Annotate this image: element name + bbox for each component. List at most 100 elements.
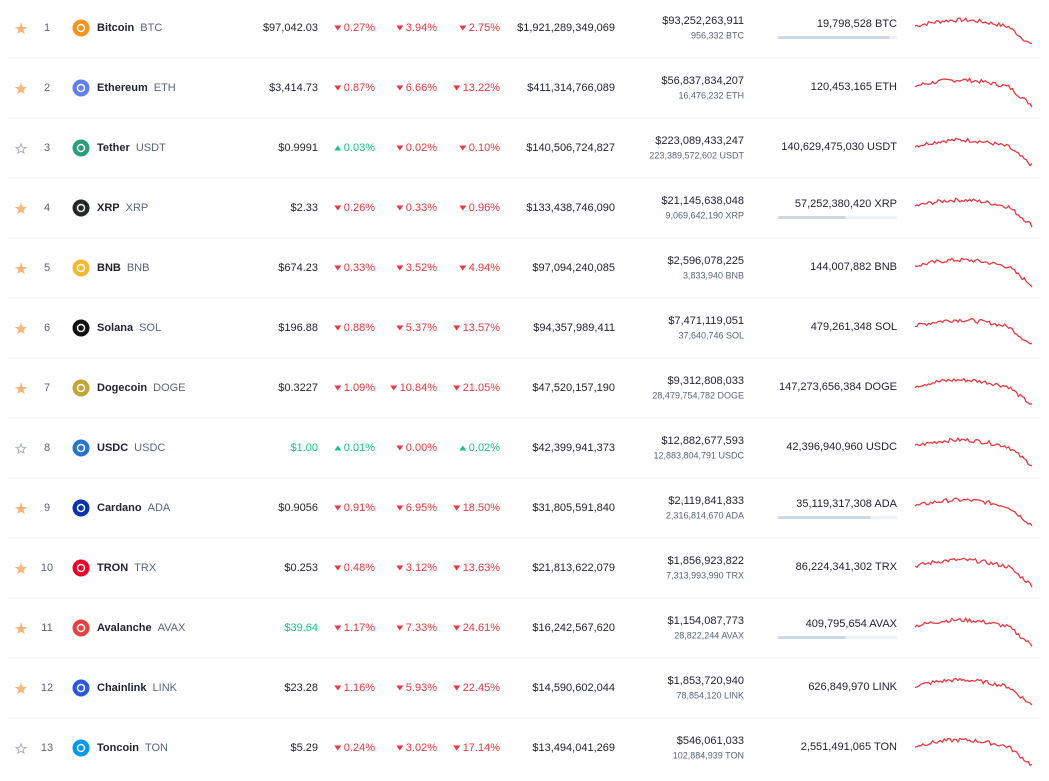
volume: $12,882,677,593 bbox=[661, 435, 744, 447]
coin-name[interactable]: BNB bbox=[97, 262, 121, 274]
market-cap: $14,590,602,044 bbox=[532, 682, 615, 694]
percent-change: 5.37% bbox=[406, 322, 437, 334]
arrow-down bbox=[453, 385, 461, 391]
arrow-down bbox=[396, 685, 404, 691]
watchlist-star[interactable] bbox=[14, 442, 28, 455]
coin-icon-glyph bbox=[76, 323, 86, 333]
arrow-down bbox=[334, 205, 342, 211]
market-cap: $47,520,157,190 bbox=[532, 382, 615, 394]
coin-name[interactable]: XRP bbox=[97, 202, 120, 214]
arrow-down bbox=[334, 505, 342, 511]
coin-symbol: BTC bbox=[140, 22, 162, 34]
market-cap: $411,314,766,089 bbox=[527, 82, 615, 94]
coin-name[interactable]: Tether bbox=[97, 142, 131, 154]
volume-coin: 9,069,642,190 XRP bbox=[665, 210, 744, 220]
volume: $21,145,638,048 bbox=[661, 195, 744, 207]
coin-name[interactable]: Avalanche bbox=[97, 622, 152, 634]
price: $2.33 bbox=[290, 202, 318, 214]
coin-name[interactable]: Bitcoin bbox=[97, 22, 135, 34]
circulating-supply: 140,629,475,030 USDT bbox=[781, 141, 897, 153]
percent-change: 5.93% bbox=[406, 682, 437, 694]
coin-name[interactable]: Cardano bbox=[97, 502, 142, 514]
circulating-supply: 35,119,317,308 ADA bbox=[796, 498, 897, 510]
arrow-down bbox=[396, 265, 404, 271]
volume-coin: 12,883,804,791 USDC bbox=[653, 450, 744, 460]
rank: 2 bbox=[44, 82, 50, 94]
volume-coin: 956,332 BTC bbox=[691, 30, 745, 40]
arrow-down bbox=[334, 85, 342, 91]
volume: $1,853,720,940 bbox=[668, 675, 744, 687]
percent-change: 13.22% bbox=[463, 82, 501, 94]
circulating-supply: 42,396,940,960 USDC bbox=[786, 441, 897, 453]
coin-name[interactable]: Chainlink bbox=[97, 682, 147, 694]
rank: 1 bbox=[44, 22, 50, 34]
coin-icon bbox=[72, 559, 90, 577]
coin-icon-glyph bbox=[76, 623, 86, 633]
watchlist-star[interactable] bbox=[14, 682, 28, 695]
watchlist-star[interactable] bbox=[14, 202, 28, 215]
rank: 10 bbox=[41, 562, 53, 574]
percent-change: 4.94% bbox=[469, 262, 500, 274]
coin-icon bbox=[72, 679, 90, 697]
coin-name[interactable]: TRON bbox=[97, 562, 128, 574]
coin-icon-glyph bbox=[76, 203, 86, 213]
market-cap: $42,399,941,373 bbox=[532, 442, 615, 454]
watchlist-star[interactable] bbox=[14, 142, 28, 155]
coin-icon-glyph bbox=[76, 83, 86, 93]
coin-symbol: AVAX bbox=[158, 622, 186, 634]
percent-change: 0.26% bbox=[344, 202, 375, 214]
coin-name[interactable]: USDC bbox=[97, 442, 128, 454]
watchlist-star[interactable] bbox=[14, 22, 28, 35]
supply-bar bbox=[778, 216, 846, 219]
circulating-supply: 626,849,970 LINK bbox=[808, 681, 897, 693]
coin-name[interactable]: Toncoin bbox=[97, 742, 139, 754]
coin-symbol: USDT bbox=[136, 142, 166, 154]
coin-icon bbox=[72, 439, 90, 457]
coin-name[interactable]: Solana bbox=[97, 322, 134, 334]
arrow-down bbox=[334, 625, 342, 631]
watchlist-star[interactable] bbox=[14, 322, 28, 335]
watchlist-star[interactable] bbox=[14, 562, 28, 575]
arrow-down bbox=[453, 85, 461, 91]
coin-name[interactable]: Dogecoin bbox=[97, 382, 147, 394]
coin-icon-glyph bbox=[76, 563, 86, 573]
watchlist-star[interactable] bbox=[14, 502, 28, 515]
arrow-down bbox=[334, 565, 342, 571]
rank: 6 bbox=[44, 322, 50, 334]
watchlist-star[interactable] bbox=[14, 742, 28, 755]
percent-change: 0.33% bbox=[344, 262, 375, 274]
coin-name[interactable]: Ethereum bbox=[97, 82, 148, 94]
rank: 7 bbox=[44, 382, 50, 394]
percent-change: 0.33% bbox=[406, 202, 437, 214]
arrow-up bbox=[334, 145, 342, 151]
percent-change: 0.88% bbox=[344, 322, 375, 334]
market-cap: $13,494,041,269 bbox=[532, 742, 615, 754]
watchlist-star[interactable] bbox=[14, 622, 28, 635]
arrow-down bbox=[396, 505, 404, 511]
volume: $223,089,433,247 bbox=[655, 135, 744, 147]
rank: 3 bbox=[44, 142, 50, 154]
coin-icon-glyph bbox=[76, 383, 86, 393]
coin-symbol: USDC bbox=[134, 442, 165, 454]
arrow-down bbox=[396, 325, 404, 331]
coin-symbol: XRP bbox=[126, 202, 149, 214]
watchlist-star[interactable] bbox=[14, 82, 28, 95]
percent-change: 0.01% bbox=[344, 442, 375, 454]
volume-coin: 16,476,232 ETH bbox=[678, 90, 744, 100]
sparkline bbox=[914, 137, 1033, 167]
sparkline bbox=[914, 616, 1033, 647]
supply-bar bbox=[778, 36, 890, 39]
volume: $1,154,087,773 bbox=[668, 615, 744, 627]
circulating-supply: 57,252,380,420 XRP bbox=[795, 198, 897, 210]
volume: $546,061,033 bbox=[677, 735, 744, 747]
watchlist-star[interactable] bbox=[14, 262, 28, 275]
percent-change: 1.09% bbox=[344, 382, 375, 394]
price: $39.64 bbox=[284, 622, 318, 634]
price: $5.29 bbox=[290, 742, 318, 754]
rank: 9 bbox=[44, 502, 50, 514]
arrow-down bbox=[334, 25, 342, 31]
percent-change: 18.50% bbox=[463, 502, 501, 514]
percent-change: 6.95% bbox=[406, 502, 437, 514]
watchlist-star[interactable] bbox=[14, 382, 28, 395]
volume-coin: 102,884,939 TON bbox=[673, 750, 744, 760]
